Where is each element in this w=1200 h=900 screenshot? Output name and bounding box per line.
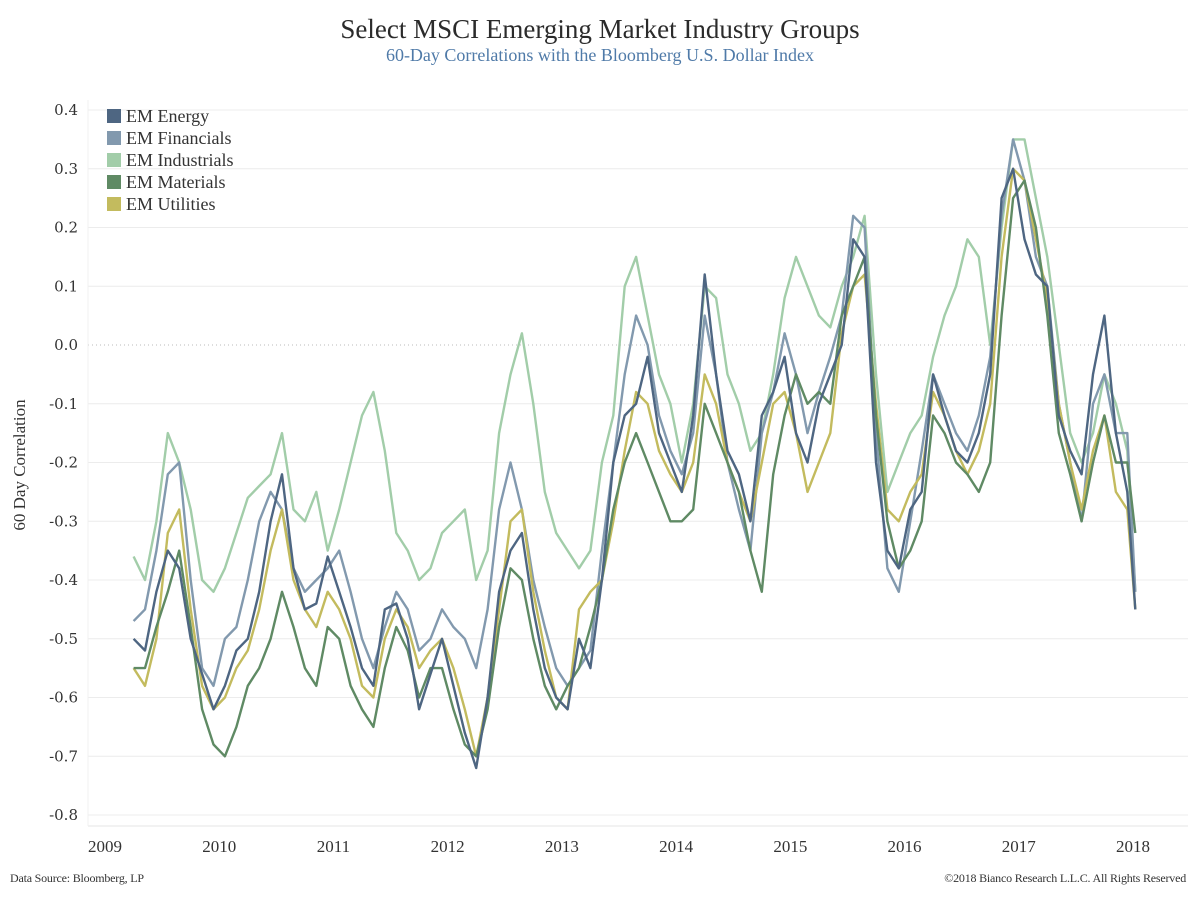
legend-label: EM Materials [126,172,225,192]
legend-swatch [107,175,121,189]
data-source-note: Data Source: Bloomberg, LP [10,871,144,885]
legend-label: EM Financials [126,128,232,148]
y-tick-label: 0.4 [54,101,78,119]
x-tick-label: 2011 [317,837,350,856]
legend-label: EM Utilities [126,194,216,214]
y-tick-label: -0.4 [49,571,78,589]
series-lines [132,138,1137,770]
series-line-em-materials [133,179,1137,758]
x-tick-label: 2016 [888,837,922,856]
x-tick-label: 2012 [431,837,465,856]
x-tick-label: 2009 [88,837,122,856]
legend-label: EM Energy [126,106,209,126]
legend-swatch [107,131,121,145]
legend-swatch [107,153,121,167]
legend-item: EM Financials [107,128,232,148]
y-tick-label: 0.2 [54,219,78,237]
x-tick-label: 2014 [659,837,694,856]
series-line-em-financials [132,138,1137,687]
y-tick-label: -0.2 [49,454,78,472]
legend-swatch [107,197,121,211]
y-axis-ticks: 0.4 0.3 0.2 0.1 0.0 -0.1 -0.2 -0.3 -0.4 -0.5 -0.6 -… [49,101,78,824]
legend-swatch [107,109,121,123]
legend-label: EM Industrials [126,150,234,170]
y-tick-label: -0.8 [49,806,78,824]
y-tick-label: -0.7 [49,747,78,765]
x-tick-label: 2018 [1116,837,1150,856]
legend-item: EM Energy [107,106,209,126]
y-tick-label: 0.1 [54,277,78,295]
gridlines [87,100,1188,827]
series-line-em-industrials [132,138,1137,593]
y-tick-label: -0.1 [49,395,78,413]
y-tick-label: 0.0 [54,336,78,354]
series-line-em-energy [132,167,1137,770]
y-tick-label: -0.5 [49,630,78,648]
legend-item: EM Materials [107,172,225,192]
chart-subtitle: 60-Day Correlations with the Bloomberg U… [385,45,815,65]
x-tick-label: 2017 [1002,837,1037,856]
x-tick-label: 2015 [773,837,807,856]
x-tick-label: 2013 [545,837,579,856]
legend-item: EM Industrials [107,150,234,170]
y-tick-label: 0.3 [54,160,78,178]
chart-title: Select MSCI Emerging Market Industry Gro… [340,14,860,44]
copyright-note: ©2018 Bianco Research L.L.C. All Rights … [944,871,1186,885]
legend-item: EM Utilities [107,194,216,214]
y-tick-label: -0.6 [49,689,78,707]
x-tick-label: 2010 [202,837,236,856]
y-axis-label: 60 Day Correlation [10,399,29,531]
x-axis-ticks: 2009 2010 2011 2012 2013 2014 2015 2016 2017 2018 [88,837,1150,856]
y-tick-label: -0.3 [49,512,78,530]
